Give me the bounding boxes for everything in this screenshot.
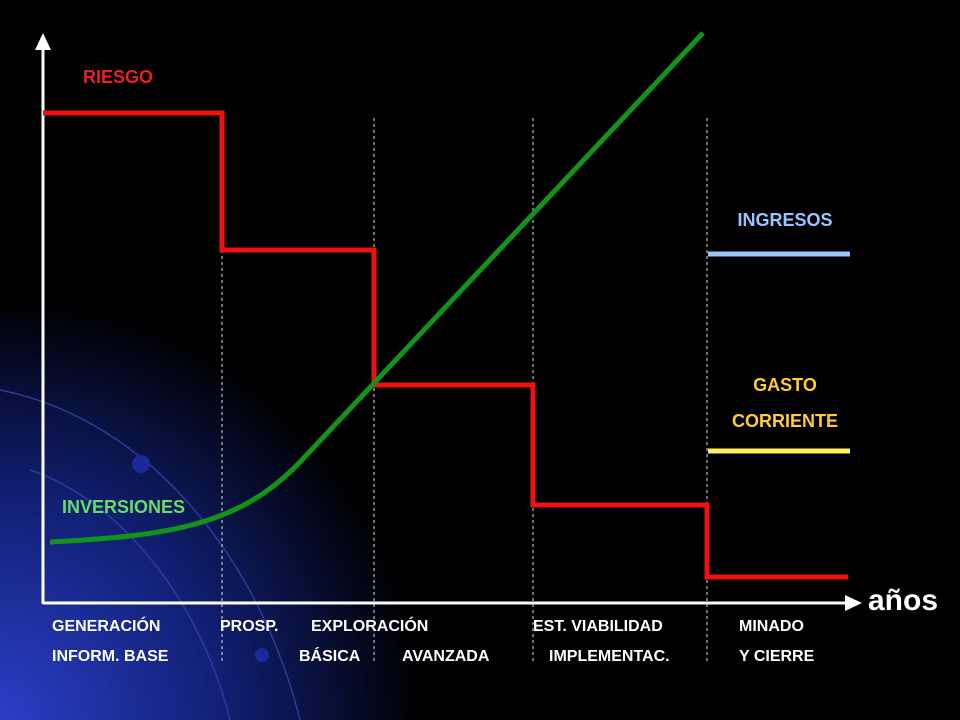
- gasto-label: GASTO: [753, 375, 817, 395]
- gasto-label: CORRIENTE: [732, 411, 838, 431]
- riesgo-label: RIESGO: [83, 67, 153, 87]
- inversiones-label: INVERSIONES: [62, 497, 185, 517]
- phase-label: AVANZADA: [402, 648, 490, 665]
- ingresos-label: INGRESOS: [737, 210, 832, 230]
- decor-dot: [255, 648, 269, 662]
- phase-label: INFORM. BASE: [52, 648, 169, 665]
- axes: [35, 33, 862, 611]
- phase-label: PROSP.: [220, 618, 278, 635]
- phase-label: EST. VIABILIDAD: [533, 618, 663, 635]
- phase-label: EXPLORACIÓN: [311, 616, 428, 635]
- decor-arcs: [0, 389, 301, 720]
- phase-label: BÁSICA: [299, 646, 361, 665]
- background-glow: [0, 300, 480, 720]
- phase-label: Y CIERRE: [739, 648, 815, 665]
- risk-line: [43, 110, 848, 580]
- phase-label: GENERACIÓN: [52, 616, 160, 635]
- phase-label: IMPLEMENTAC.: [549, 648, 670, 665]
- phase-label: MINADO: [739, 618, 804, 635]
- investment-curve: [49, 31, 705, 545]
- axis-label: años: [868, 584, 938, 617]
- decor-dot: [132, 455, 150, 473]
